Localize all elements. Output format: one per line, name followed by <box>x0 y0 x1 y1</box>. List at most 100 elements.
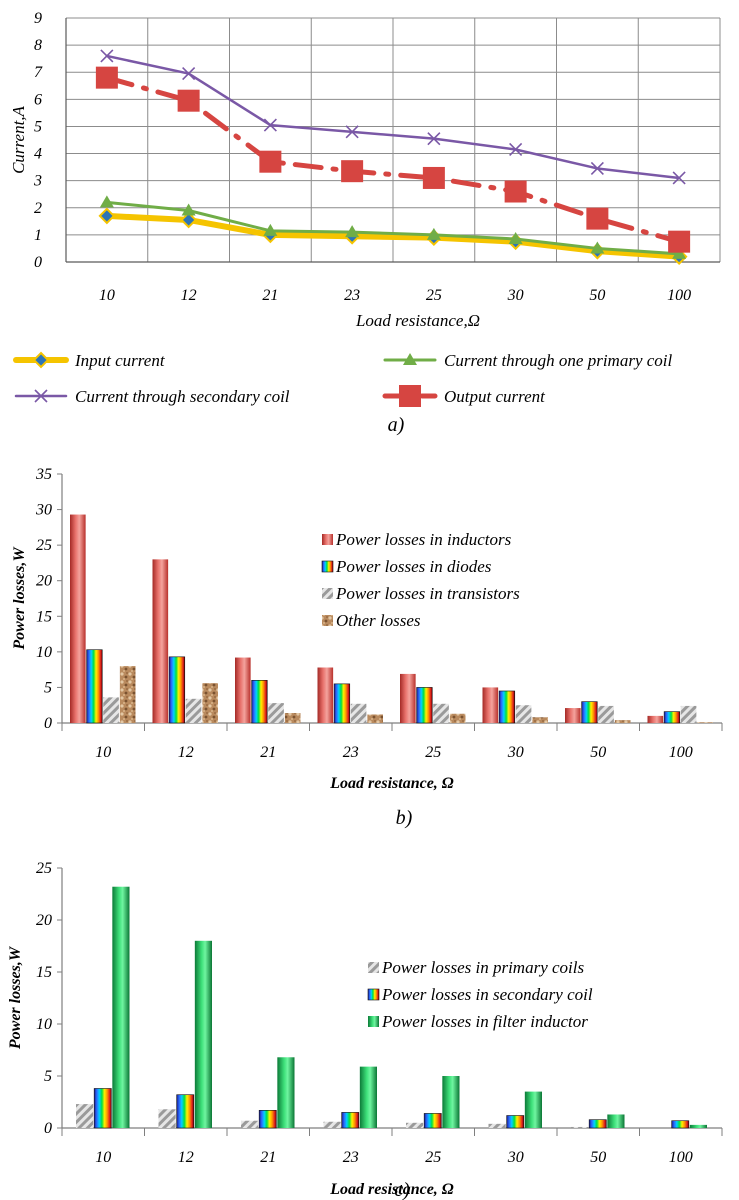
series-2 <box>99 195 687 259</box>
bar <box>152 559 169 723</box>
square-icon <box>259 150 282 173</box>
bar <box>76 1104 94 1128</box>
legend-label: Power losses in diodes <box>335 557 492 576</box>
bar <box>112 886 130 1128</box>
x-tick-label: 100 <box>669 1149 693 1166</box>
triangle-icon <box>590 241 605 254</box>
x-tick-label: 50 <box>590 1149 606 1166</box>
triangle-icon <box>99 195 114 208</box>
legend-label: Current through secondary coil <box>75 387 290 406</box>
legend-label: Power losses in inductors <box>335 530 512 549</box>
cross-icon <box>263 118 277 132</box>
bar <box>158 1109 176 1128</box>
y-tick-label: 35 <box>35 466 52 483</box>
diamond-icon <box>98 207 116 225</box>
bar <box>86 649 103 724</box>
bar <box>268 703 284 723</box>
x-tick-label: 30 <box>507 744 524 761</box>
x-tick-label: 10 <box>99 287 115 304</box>
y-tick-label: 25 <box>36 860 52 877</box>
y-tick-label: 10 <box>36 644 52 661</box>
chart-b: 0 5 10 15 20 25 30 35 10 12 21 23 25 30 50 100 Load resi… <box>11 466 723 829</box>
y-tick-label: 30 <box>35 502 52 519</box>
bar <box>119 666 136 723</box>
x-tick-label: 50 <box>590 744 606 761</box>
diamond-icon <box>180 211 198 229</box>
y-axis-title: Power losses,W <box>11 546 28 651</box>
y-tick-label: 3 <box>33 173 42 190</box>
x-axis-title: Load resistance, Ω <box>329 775 454 792</box>
bar <box>697 722 713 723</box>
panel-label: b) <box>396 807 413 829</box>
x-tick-label: 10 <box>95 744 111 761</box>
square-icon <box>668 230 691 253</box>
y-axis-title: Power losses,W <box>7 945 24 1050</box>
legend-label: Power losses in secondary coil <box>381 985 593 1004</box>
y-tick-label: 0 <box>44 1120 52 1137</box>
bar <box>359 1066 377 1128</box>
bar <box>277 1057 295 1128</box>
y-tick-label: 7 <box>34 64 43 81</box>
legend-swatch <box>322 588 333 599</box>
triangle-icon <box>508 231 523 244</box>
legend-entry: Current through secondary coil <box>14 387 290 406</box>
triangle-icon <box>672 246 687 259</box>
y-tick-label: 25 <box>36 537 52 554</box>
y-tick-label: 5 <box>44 679 52 696</box>
cross-icon <box>672 171 686 185</box>
bar <box>251 680 268 724</box>
y-tick-label: 20 <box>36 912 52 929</box>
legend-swatch <box>321 560 334 573</box>
series-4 <box>95 66 691 253</box>
bar <box>258 1110 277 1129</box>
bar <box>647 715 664 723</box>
series-2 <box>86 649 681 724</box>
cross-icon <box>509 142 523 157</box>
series-1 <box>70 514 664 723</box>
x-tick-label: 30 <box>507 287 524 304</box>
bar <box>317 667 334 723</box>
square-icon <box>399 385 421 407</box>
legend-swatch <box>368 962 379 973</box>
legend-entry: Power losses in filter inductor <box>368 1012 588 1031</box>
x-tick-label: 12 <box>178 1149 194 1166</box>
square-icon <box>422 166 445 189</box>
bar <box>581 701 598 724</box>
series-1 <box>76 1104 589 1128</box>
bar <box>671 1120 690 1129</box>
bar <box>689 1124 707 1128</box>
x-tick-label: 25 <box>426 287 442 304</box>
x-tick-label: 25 <box>425 1149 441 1166</box>
bar <box>333 683 351 724</box>
bar <box>532 717 548 723</box>
legend-label: Current through one primary coil <box>444 351 673 370</box>
cross-icon <box>182 67 196 81</box>
y-tick-label: 5 <box>44 1068 52 1085</box>
bar <box>416 687 433 724</box>
y-tick-label: 20 <box>36 573 52 590</box>
bar <box>194 940 212 1128</box>
legend-swatch <box>322 615 333 626</box>
legend-swatch <box>368 1016 379 1027</box>
cross-icon <box>100 49 114 63</box>
bar <box>565 708 581 723</box>
legend-label: Power losses in transistors <box>335 584 520 603</box>
legend-entry: Power losses in secondary coil <box>367 985 593 1004</box>
series-line <box>105 200 681 256</box>
diamond-icon <box>32 351 50 369</box>
chart-c: 0 5 10 15 20 25 10 12 21 23 25 30 50 100 Load resistan… <box>7 860 723 1200</box>
triangle-icon <box>181 203 196 216</box>
bar <box>680 705 697 723</box>
bar <box>449 713 466 723</box>
legend-entry: Power losses in diodes <box>321 557 492 576</box>
series-4 <box>119 666 713 723</box>
bar <box>488 1123 506 1128</box>
bar <box>93 1088 112 1129</box>
legend-entry: Input current <box>13 351 166 370</box>
x-tick-label: 23 <box>344 287 360 304</box>
square-icon <box>95 66 118 89</box>
bar <box>323 1121 341 1128</box>
triangle-icon <box>426 227 441 240</box>
y-tick-label: 15 <box>36 964 52 981</box>
